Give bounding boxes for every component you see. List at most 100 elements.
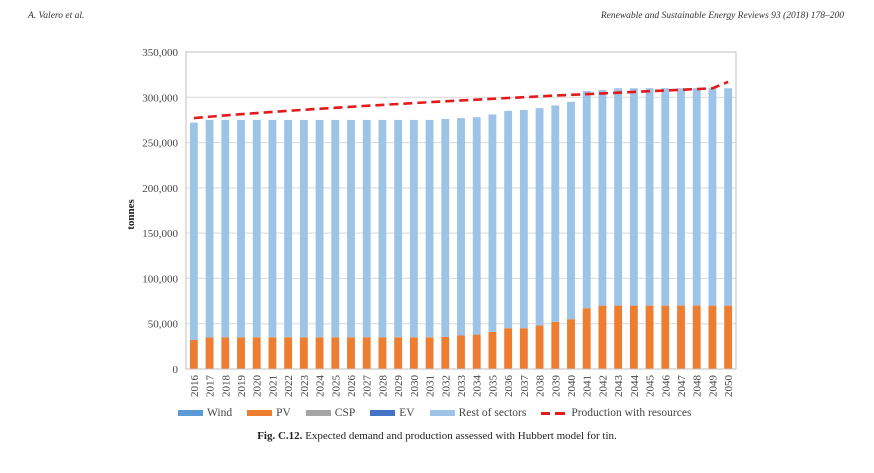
legend-label: Rest of sectors: [458, 407, 527, 419]
legend-swatch: [247, 410, 273, 416]
bar-rest-of-sectors-2049: [708, 88, 717, 306]
bar-pv-2030: [409, 337, 418, 369]
bar-pv-2023: [299, 337, 308, 369]
x-tick-label: 2027: [362, 375, 374, 398]
caption-label: Fig. C.12.: [257, 430, 303, 442]
x-tick-label: 2037: [519, 375, 531, 398]
legend-swatch: [370, 410, 396, 416]
bar-pv-2034: [472, 334, 481, 369]
bar-rest-of-sectors-2029: [394, 119, 403, 338]
legend-item-wind: Wind: [178, 407, 232, 419]
bar-pv-2028: [378, 337, 387, 369]
x-axis: 2016 2017 2018 2019 2020 2021 2022 2023 2024 2025…: [186, 368, 736, 398]
bar-rest-of-sectors-2031: [425, 119, 434, 338]
bar-pv-2046: [661, 305, 670, 369]
bar-pv-2017: [205, 337, 214, 369]
x-tick-label: 2030: [409, 375, 421, 398]
bar-pv-2041: [582, 308, 591, 369]
legend-label: Wind: [207, 407, 233, 419]
x-tick-label: 2049: [707, 375, 719, 398]
x-tick-label: 2026: [346, 375, 358, 398]
legend-item-rest-of-sectors: Rest of sectors: [429, 407, 527, 419]
x-tick-label: 2024: [315, 375, 327, 398]
bar-pv-2025: [331, 337, 340, 369]
y-tick-label: 50,000: [148, 319, 179, 331]
bar-rest-of-sectors-2039: [551, 105, 560, 322]
x-tick-label: 2019: [236, 375, 248, 398]
x-tick-label: 2017: [205, 375, 217, 398]
bar-pv-2047: [677, 305, 685, 369]
x-tick-label: 2039: [550, 375, 562, 398]
y-tick-label: 300,000: [142, 92, 178, 104]
bar-rest-of-sectors-2016: [189, 122, 198, 341]
x-tick-label: 2038: [535, 375, 547, 398]
bar-rest-of-sectors-2050: [724, 88, 733, 306]
legend-swatch: [429, 410, 455, 416]
legend-swatch: [178, 410, 203, 416]
bar-pv-2044: [629, 305, 638, 369]
x-tick-label: 2046: [660, 375, 672, 398]
bar-pv-2040: [567, 319, 575, 369]
x-tick-label: 2022: [283, 375, 295, 397]
bar-pv-2039: [551, 321, 560, 369]
x-tick-label: 2035: [487, 375, 499, 398]
bar-rest-of-sectors-2041: [582, 90, 591, 309]
legend-label: Production with resources: [571, 407, 692, 419]
x-tick-label: 2031: [425, 375, 437, 397]
line-production-with-resources: [193, 80, 729, 120]
bar-rest-of-sectors-2017: [205, 119, 214, 338]
x-tick-label: 2016: [189, 375, 201, 398]
legend-item-ev: EV: [370, 407, 415, 419]
bar-rest-of-sectors-2040: [567, 101, 575, 320]
legend-item-pv: PV: [247, 407, 291, 419]
x-tick-label: 2044: [629, 375, 641, 398]
bar-rest-of-sectors-2027: [362, 119, 371, 338]
bar-rest-of-sectors-2035: [488, 114, 497, 332]
x-tick-label: 2028: [377, 375, 389, 398]
legend-item-production-with-resources: Production with resources: [541, 407, 691, 419]
y-tick-label: 200,000: [142, 183, 178, 195]
bar-pv-2050: [724, 305, 733, 369]
bar-pv-2020: [252, 337, 261, 369]
running-head-author: A. Valero et al.: [28, 11, 85, 21]
legend-label: EV: [399, 407, 415, 419]
x-tick-label: 2033: [456, 375, 468, 398]
bar-pv-2049: [708, 305, 717, 369]
bar-pv-2045: [645, 305, 654, 369]
bar-rest-of-sectors-2021: [268, 119, 277, 338]
bar-pv-2029: [394, 337, 403, 369]
y-tick-label: 100,000: [142, 273, 178, 285]
x-tick-label: 2045: [645, 375, 657, 398]
bar-pv-2042: [598, 305, 607, 369]
y-axis-title: tonnes: [125, 199, 137, 230]
bar-rest-of-sectors-2019: [237, 119, 245, 338]
bar-pv-2032: [441, 336, 450, 369]
bar-rest-of-sectors-2032: [441, 119, 450, 337]
caption-text: Expected demand and production assessed …: [302, 430, 617, 442]
x-tick-label: 2042: [597, 375, 609, 397]
x-tick-label: 2048: [692, 375, 704, 398]
bar-rest-of-sectors-2033: [457, 118, 465, 336]
legend-label: PV: [276, 407, 291, 419]
bar-rest-of-sectors-2023: [299, 119, 308, 338]
legend-label: CSP: [334, 407, 356, 419]
bar-pv-2033: [457, 335, 465, 369]
production-line: [193, 80, 729, 120]
x-tick-label: 2040: [566, 375, 578, 398]
bar-pv-2027: [362, 337, 371, 369]
bar-pv-2036: [504, 328, 513, 369]
bar-rest-of-sectors-2028: [378, 119, 387, 338]
legend-swatch: [541, 411, 566, 415]
bar-rest-of-sectors-2045: [645, 88, 654, 306]
bar-pv-2031: [425, 337, 434, 369]
x-tick-label: 2029: [393, 375, 405, 398]
bar-rest-of-sectors-2042: [598, 90, 607, 306]
bars: [189, 88, 733, 369]
bar-rest-of-sectors-2037: [519, 109, 528, 329]
bar-rest-of-sectors-2034: [472, 117, 481, 335]
bar-pv-2037: [519, 328, 528, 369]
bar-rest-of-sectors-2047: [677, 88, 685, 306]
bar-pv-2043: [614, 305, 623, 369]
x-tick-label: 2036: [503, 375, 515, 398]
legend-item-csp: CSP: [305, 407, 356, 419]
